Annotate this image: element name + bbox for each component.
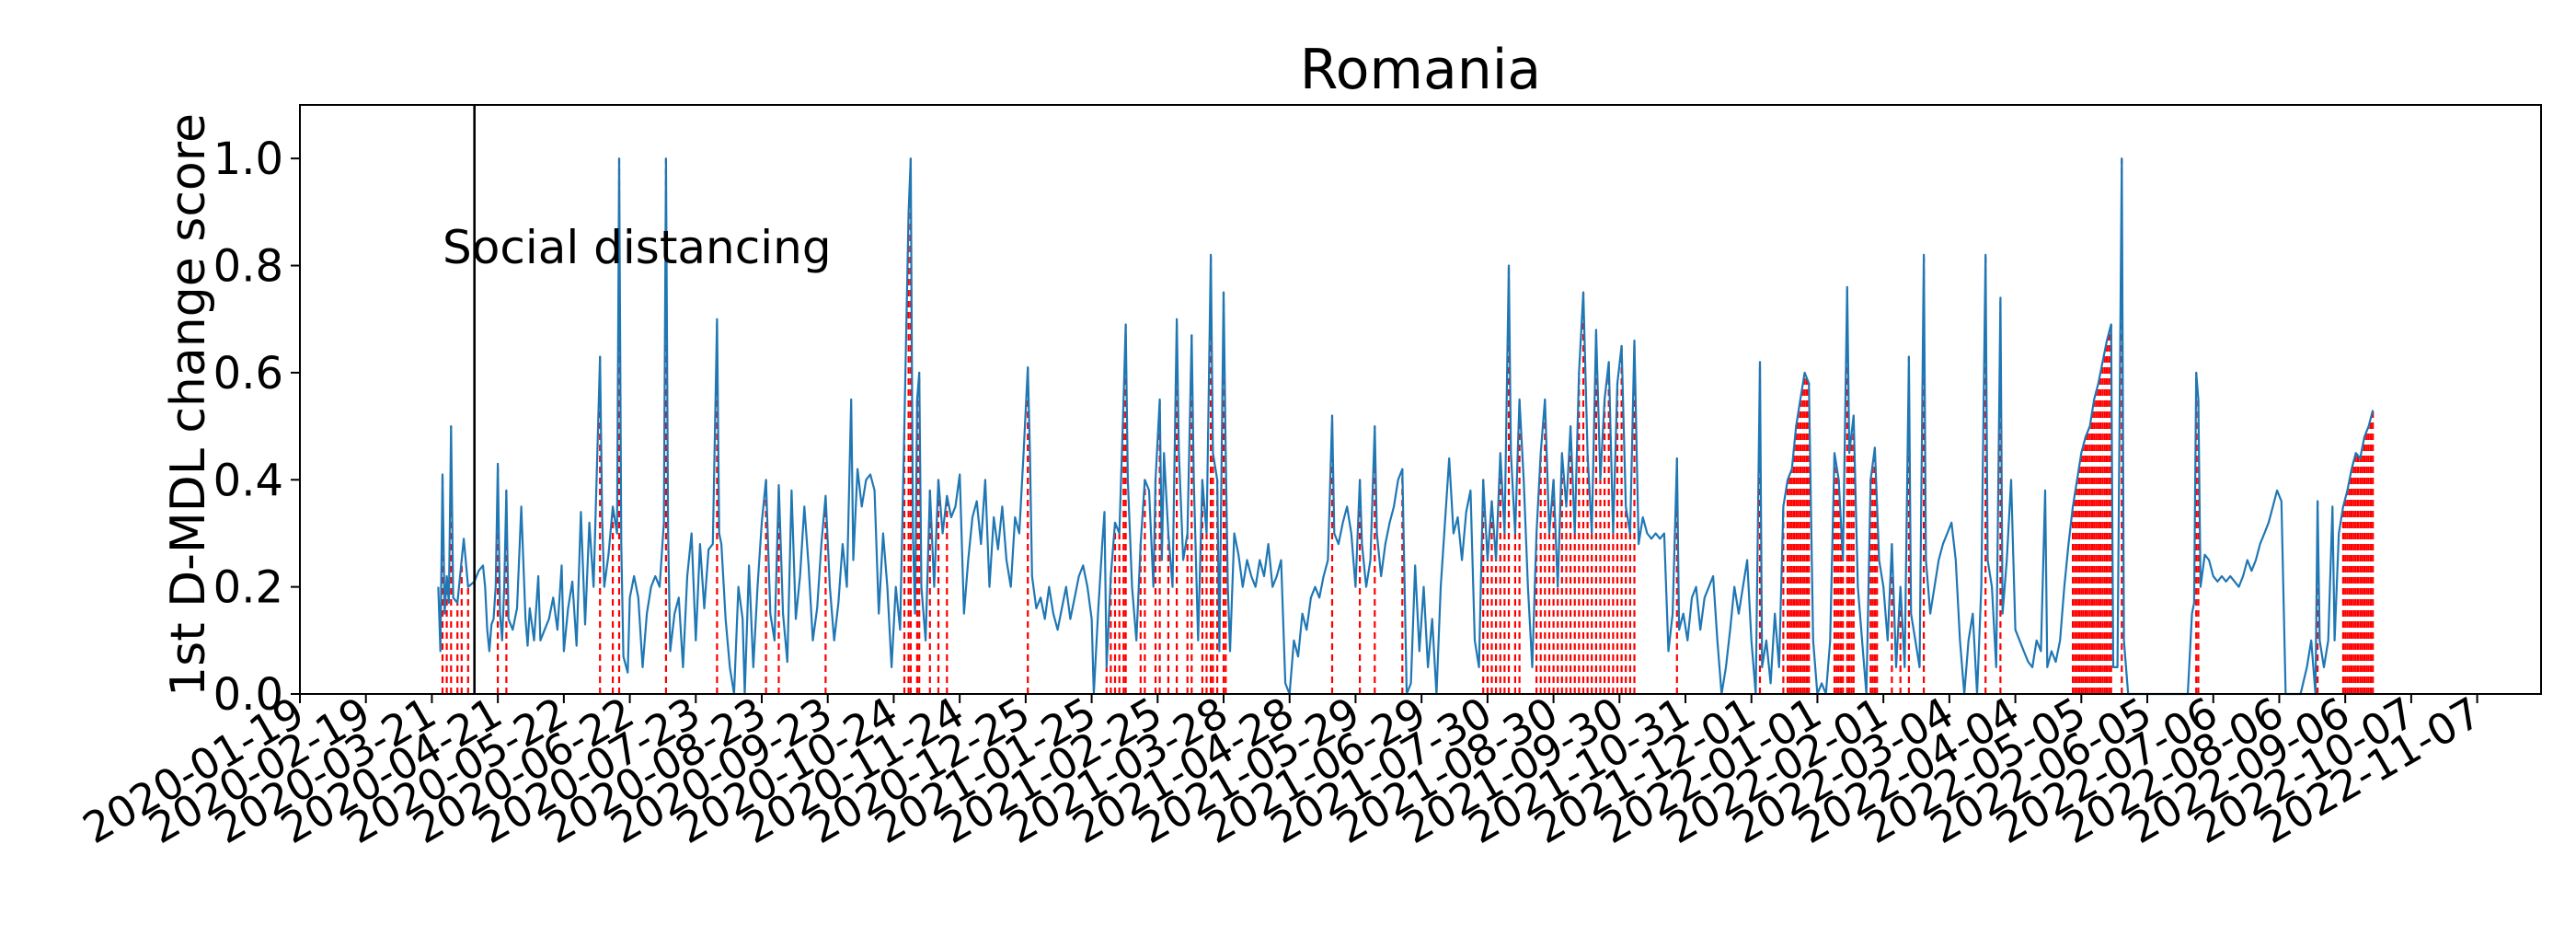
y-tick-label: 0.2 xyxy=(213,562,283,614)
y-axis-label: 1st D-MDL change score xyxy=(161,113,216,697)
y-tick-label: 0.8 xyxy=(213,241,283,293)
y-tick-label: 0.6 xyxy=(213,348,283,399)
y-tick-label: 0.4 xyxy=(213,455,283,506)
y-tick-label: 0.0 xyxy=(213,669,283,721)
series-line xyxy=(437,157,2375,696)
event-label: Social distancing xyxy=(443,221,832,274)
plot-area xyxy=(437,105,2375,696)
axes: 0.00.20.40.60.81.02020-01-192020-02-1920… xyxy=(75,104,2542,853)
chart-title: Romania xyxy=(1300,38,1541,102)
plot-frame xyxy=(299,104,2542,695)
y-tick-label: 1.0 xyxy=(213,133,283,185)
